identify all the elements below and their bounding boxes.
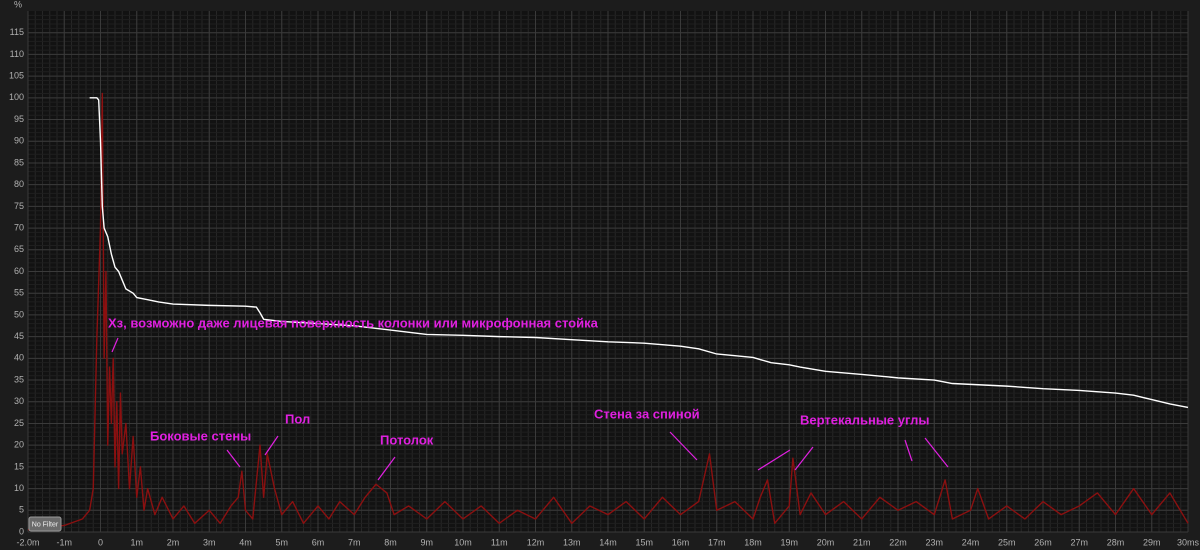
x-tick-label: 23m bbox=[925, 537, 943, 547]
y-tick-label: 80 bbox=[14, 179, 24, 189]
x-tick-label: 18m bbox=[744, 537, 762, 547]
x-tick-label: 20m bbox=[817, 537, 835, 547]
x-tick-label: 16m bbox=[672, 537, 690, 547]
annotation: Потолок bbox=[380, 432, 434, 447]
x-tick-label: 30ms bbox=[1177, 537, 1200, 547]
y-tick-label: 5 bbox=[19, 505, 24, 515]
x-tick-label: 0 bbox=[98, 537, 103, 547]
y-tick-label: 30 bbox=[14, 396, 24, 406]
filter-button[interactable]: No Filter bbox=[28, 516, 62, 532]
x-tick-label: -2.0m bbox=[16, 537, 39, 547]
annotation-line bbox=[111, 337, 119, 353]
y-tick-label: 45 bbox=[14, 331, 24, 341]
y-tick-label: 10 bbox=[14, 483, 24, 493]
y-tick-label: 100 bbox=[9, 92, 24, 102]
annotation: Хз, возможно даже лицевая поверхность ко… bbox=[108, 315, 599, 330]
annotation: Пол bbox=[285, 411, 310, 426]
x-tick-label: 12m bbox=[527, 537, 545, 547]
x-tick-label: 15m bbox=[635, 537, 653, 547]
x-tick-label: 25m bbox=[998, 537, 1016, 547]
annotation-line bbox=[377, 456, 396, 481]
y-tick-label: 65 bbox=[14, 244, 24, 254]
plot bbox=[27, 92, 1189, 531]
x-tick-label: 5m bbox=[275, 537, 288, 547]
annotation-line bbox=[264, 435, 279, 456]
x-tick-label: 8m bbox=[384, 537, 397, 547]
x-tick-label: 21m bbox=[853, 537, 871, 547]
y-axis-label: % bbox=[14, 0, 22, 9]
y-tick-label: 75 bbox=[14, 201, 24, 211]
button-label[interactable]: No Filter bbox=[32, 521, 59, 528]
x-tick-label: 26m bbox=[1034, 537, 1052, 547]
y-tick-label: 115 bbox=[10, 27, 24, 37]
annotation-line bbox=[924, 437, 949, 468]
x-tick-label: 27m bbox=[1070, 537, 1088, 547]
y-tick-label: 20 bbox=[14, 440, 24, 450]
annotation-line bbox=[669, 431, 698, 461]
y-tick-label: 35 bbox=[14, 374, 24, 384]
x-tick-label: 1m bbox=[130, 537, 143, 547]
x-tick-label: 19m bbox=[780, 537, 798, 547]
x-tick-label: 6m bbox=[312, 537, 325, 547]
y-tick-label: 95 bbox=[14, 114, 24, 124]
x-tick-label: 24m bbox=[962, 537, 980, 547]
x-tick-label: 17m bbox=[708, 537, 726, 547]
y-tick-label: 40 bbox=[14, 353, 24, 363]
x-tick-label: 9m bbox=[420, 537, 433, 547]
annotations: Хз, возможно даже лицевая поверхность ко… bbox=[108, 315, 949, 481]
y-tick-label: 60 bbox=[14, 266, 24, 276]
grid bbox=[27, 11, 1189, 533]
annotation-line bbox=[226, 449, 241, 468]
y-tick-label: 110 bbox=[10, 49, 24, 59]
x-tick-label: 10m bbox=[454, 537, 472, 547]
x-tick-label: 4m bbox=[239, 537, 252, 547]
y-tick-label: 105 bbox=[9, 71, 24, 81]
x-tick-label: -1m bbox=[57, 537, 73, 547]
y-tick-label: 85 bbox=[14, 157, 24, 167]
x-tick-label: 14m bbox=[599, 537, 617, 547]
y-tick-label: 90 bbox=[14, 136, 24, 146]
x-tick-label: 13m bbox=[563, 537, 581, 547]
annotation-line bbox=[904, 439, 913, 462]
y-tick-label: 50 bbox=[14, 309, 24, 319]
x-tick-label: 3m bbox=[203, 537, 216, 547]
annotation-line bbox=[757, 449, 791, 471]
button-bg[interactable] bbox=[28, 516, 62, 532]
series-line bbox=[89, 97, 1189, 409]
x-tick-label: 7m bbox=[348, 537, 361, 547]
series-line bbox=[27, 92, 1189, 531]
x-tick-label: 22m bbox=[889, 537, 907, 547]
x-tick-label: 2m bbox=[167, 537, 180, 547]
annotation-line bbox=[794, 446, 814, 471]
y-tick-label: 55 bbox=[14, 288, 24, 298]
annotation: Боковые стены bbox=[150, 428, 251, 443]
y-tick-label: 15 bbox=[14, 461, 24, 471]
annotation: Стена за спиной bbox=[594, 406, 700, 421]
x-tick-label: 29m bbox=[1143, 537, 1161, 547]
y-tick-label: 25 bbox=[14, 418, 24, 428]
y-tick-label: 70 bbox=[14, 222, 24, 232]
x-tick-label: 11m bbox=[491, 537, 508, 547]
y-tick-label: 0 bbox=[19, 526, 24, 536]
x-tick-label: 28m bbox=[1107, 537, 1125, 547]
annotation: Вертекальные углы bbox=[800, 412, 929, 427]
